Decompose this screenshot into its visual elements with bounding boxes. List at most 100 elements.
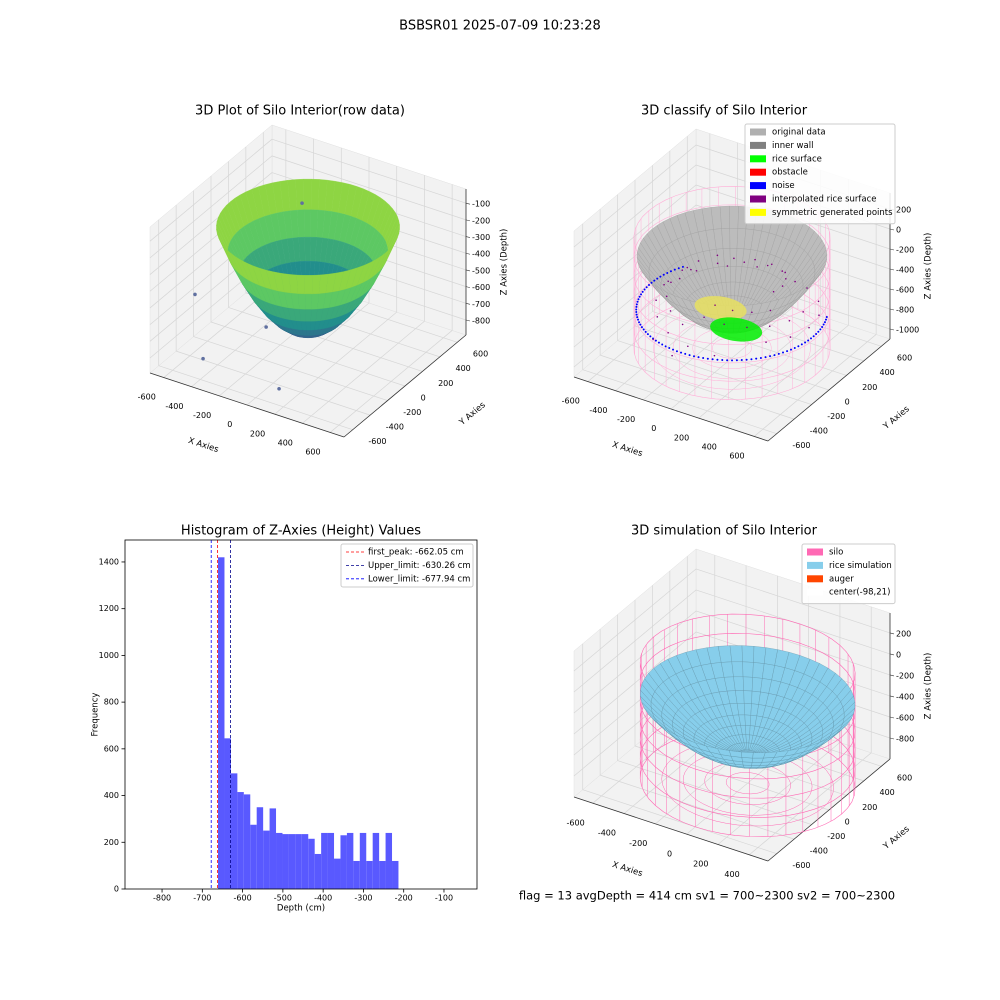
x-tick-label: -600 xyxy=(562,397,580,406)
bar xyxy=(366,860,373,889)
bar xyxy=(359,832,367,889)
z-tick-label: -800 xyxy=(896,734,914,743)
x-tick-label: -400 xyxy=(165,402,183,411)
noise-point xyxy=(807,339,810,342)
x-tick-label: -400 xyxy=(314,894,332,903)
y-tick-label: 1400 xyxy=(99,557,119,566)
grid-line xyxy=(573,144,697,248)
bar xyxy=(288,834,296,889)
noise-point xyxy=(800,343,803,346)
noise-point xyxy=(659,275,662,278)
interpolated-point xyxy=(743,261,746,263)
noise-point xyxy=(656,277,659,280)
grid-line xyxy=(573,164,697,268)
noise-point xyxy=(636,300,639,303)
noise-point xyxy=(646,333,649,336)
noise-point xyxy=(639,323,642,326)
y-tick-label: 1000 xyxy=(99,651,119,660)
silo-floor-ring xyxy=(682,750,813,816)
interpolated-point xyxy=(751,311,753,314)
z-tick-label: -200 xyxy=(896,246,914,255)
legend-swatch xyxy=(750,155,766,163)
interpolated-point xyxy=(723,323,725,326)
silo-floor-ring xyxy=(672,316,792,380)
grid-line xyxy=(193,336,388,401)
figure-title: BSBSR01 2025-07-09 10:23:28 xyxy=(399,19,601,34)
grid-line xyxy=(271,155,467,221)
y-tick-label: -200 xyxy=(403,408,421,417)
chart-title: 3D simulation of Silo Interior xyxy=(631,524,818,539)
axis-line xyxy=(767,338,891,442)
y-tick-label: 800 xyxy=(104,698,119,707)
legend-label: inner wall xyxy=(772,141,813,151)
interpolated-point xyxy=(769,309,772,312)
noise-point xyxy=(644,330,647,333)
y-tick-label: 600 xyxy=(897,354,912,363)
interpolated-point xyxy=(817,300,820,303)
bar xyxy=(276,832,283,889)
z-tick xyxy=(465,303,471,305)
y-tick-label: -600 xyxy=(792,861,810,870)
interpolated-point xyxy=(808,326,810,329)
noise-point xyxy=(672,348,675,351)
y-tick-label: 400 xyxy=(879,368,894,377)
z-tick-label: -100 xyxy=(472,200,490,209)
legend: silo rice simulation auger center(-98,21) xyxy=(801,543,896,605)
x-tick-label: 400 xyxy=(702,442,717,451)
y-tick-label: -600 xyxy=(792,441,810,450)
legend-box xyxy=(744,123,896,225)
interpolated-point xyxy=(818,314,820,316)
legend-label: auger xyxy=(829,574,854,584)
grid-line xyxy=(149,138,273,242)
y-tick-label: 200 xyxy=(438,379,453,388)
region xyxy=(710,317,763,342)
z-tick-label: -1000 xyxy=(896,326,919,335)
y-tick-label: 400 xyxy=(879,788,894,797)
silo-floor-ring xyxy=(692,327,772,369)
noise-point xyxy=(735,359,738,362)
z-tick-label: -600 xyxy=(472,283,490,292)
noise-point xyxy=(740,359,743,362)
bar xyxy=(295,834,302,889)
noise-point xyxy=(662,273,665,276)
surface-patch xyxy=(303,209,312,238)
interpolated-point xyxy=(713,354,716,357)
noise-point xyxy=(825,316,828,319)
noise-point xyxy=(647,283,650,286)
surface-patch xyxy=(304,293,313,310)
surface-patch xyxy=(741,645,755,663)
x-tick-label: 600 xyxy=(729,452,744,461)
noise-point xyxy=(638,321,641,324)
noise-point xyxy=(824,318,827,321)
surface-patch xyxy=(325,272,337,294)
z-tick xyxy=(889,632,895,635)
grid-line xyxy=(695,568,891,634)
outlier-point xyxy=(201,356,205,361)
z-tick-label: 0 xyxy=(896,650,901,659)
interpolated-point xyxy=(697,260,700,262)
legend-label: Lower_limit: -677.94 cm xyxy=(368,574,470,584)
surface-patch xyxy=(741,751,754,759)
bar xyxy=(263,830,270,889)
silo-floor-ring xyxy=(712,337,752,359)
axes-3d xyxy=(149,124,471,438)
simulation xyxy=(639,613,856,838)
noise-point xyxy=(635,313,638,316)
legend-label: obstacle xyxy=(772,168,808,178)
interpolated-point xyxy=(781,285,784,287)
interpolated-point xyxy=(733,257,735,260)
noise-point xyxy=(711,358,714,361)
grid-line xyxy=(228,307,423,372)
interpolated-point xyxy=(669,310,672,312)
z-axis-label: Z Axies (Depth) xyxy=(500,229,510,296)
noise-point xyxy=(636,316,639,319)
y-tick-label: 400 xyxy=(104,791,119,800)
x-tick-label: -400 xyxy=(589,406,607,415)
surface-patch xyxy=(296,274,306,295)
bar xyxy=(346,832,354,889)
chart-title: 3D Plot of Silo Interior(row data) xyxy=(195,104,405,119)
footer: flag = 13 avgDepth = 414 cm sv1 = 700~23… xyxy=(519,889,895,903)
z-tick-label: -600 xyxy=(896,286,914,295)
z-tick-label: -500 xyxy=(472,266,490,275)
